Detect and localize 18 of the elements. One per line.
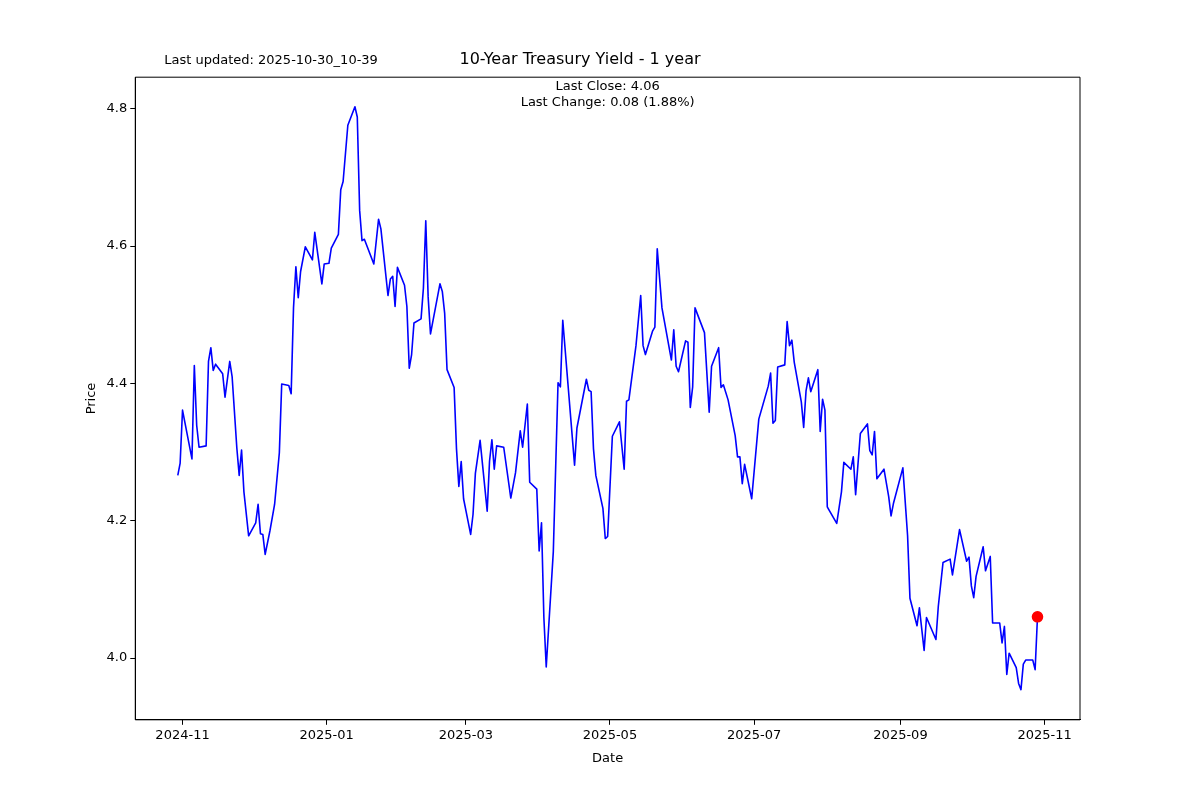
x-tick-label: 2025-07 [726, 726, 782, 742]
y-tick-label: 4.0 [106, 649, 128, 665]
y-tick-label: 4.2 [106, 512, 128, 528]
x-tick-label: 2025-05 [582, 726, 638, 742]
y-tick-label: 4.6 [106, 237, 128, 253]
x-tick-label: 2024-11 [155, 726, 210, 742]
y-tick-label: 4.4 [106, 374, 128, 390]
annotation: Last Change: 0.08 (1.88%) [520, 94, 695, 110]
x-axis-title: Date [592, 749, 624, 765]
chart-title: 10-Year Treasury Yield - 1 year [459, 48, 701, 68]
text: Last updated: 2025-10-30_10-39 [164, 52, 378, 68]
y-tick-label: 4.8 [106, 100, 128, 116]
x-tick-label: 2025-01 [299, 726, 354, 742]
y-axis-title: Price [83, 382, 99, 415]
x-tick-label: 2025-11 [1017, 726, 1072, 742]
annotation: Last Close: 4.06 [555, 78, 660, 94]
x-tick-label: 2025-09 [873, 726, 928, 742]
x-tick-label: 2025-03 [438, 726, 494, 742]
